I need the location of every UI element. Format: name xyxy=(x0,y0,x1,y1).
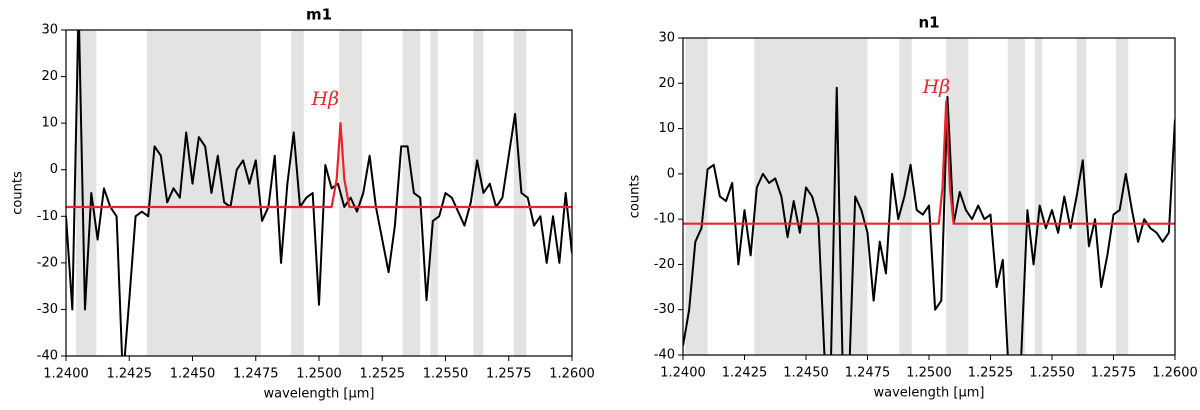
series-line xyxy=(683,100,1175,225)
x-tick-label: 1.2525 xyxy=(968,366,1014,381)
shaded-region xyxy=(76,30,97,356)
x-tick-label: 1.2400 xyxy=(43,367,89,382)
plot-area xyxy=(66,30,572,356)
y-tick-label: 10 xyxy=(658,121,675,136)
y-tick-label: 20 xyxy=(658,76,675,91)
axes-frame xyxy=(65,29,573,357)
y-tick-label: -20 xyxy=(37,255,58,270)
x-tick-label: 1.2475 xyxy=(233,367,279,382)
x-axis-label: wavelength [µm] xyxy=(874,386,985,401)
y-tick-label: 0 xyxy=(50,162,58,177)
chart-title: m1 xyxy=(306,6,332,24)
panel: Hβ 1.2400 1.2425 1.2450 1.2475 1.2500 1.2525 1.… xyxy=(11,6,595,402)
annotation: Hβ xyxy=(922,76,951,98)
x-tick-label: 1.2550 xyxy=(423,367,469,382)
shaded-region xyxy=(1076,38,1087,355)
x-tick-label: 1.2600 xyxy=(1152,366,1198,381)
y-tick-label: -10 xyxy=(654,212,675,227)
y-tick-label: 0 xyxy=(667,166,675,181)
y-tick-label: -40 xyxy=(654,348,675,363)
y-tick-label: -30 xyxy=(37,302,58,317)
panel: Hβ 1.2400 1.2425 1.2450 1.2475 1.2500 1.2525 1.… xyxy=(628,14,1198,401)
x-tick-label: 1.2450 xyxy=(170,367,216,382)
y-tick-label: -40 xyxy=(37,349,58,364)
plot-area xyxy=(683,38,1175,355)
x-tick-label: 1.2500 xyxy=(906,366,952,381)
x-tick-label: 1.2575 xyxy=(1091,366,1137,381)
shaded-region xyxy=(402,30,421,356)
shaded-region xyxy=(1007,38,1025,355)
y-tick-label: 30 xyxy=(41,23,58,38)
y-axis-label: counts xyxy=(628,175,643,219)
shaded-region xyxy=(1034,38,1043,355)
series-line xyxy=(683,86,1175,355)
x-tick-label: 1.2475 xyxy=(845,366,891,381)
shaded-region xyxy=(513,30,527,356)
shaded-region xyxy=(146,30,261,356)
x-tick-label: 1.2425 xyxy=(722,366,768,381)
shaded-region xyxy=(473,30,484,356)
y-tick-label: -30 xyxy=(654,302,675,317)
shaded-region xyxy=(685,38,708,355)
x-tick-label: 1.2425 xyxy=(107,367,153,382)
shaded-region xyxy=(430,30,438,356)
x-axis-label: wavelength [µm] xyxy=(264,387,375,402)
y-tick-label: 20 xyxy=(41,69,58,84)
shaded-region xyxy=(754,38,868,355)
x-tick-label: 1.2500 xyxy=(296,367,342,382)
y-tick-label: 10 xyxy=(41,116,58,131)
x-tick-label: 1.2525 xyxy=(360,367,406,382)
shaded-region xyxy=(946,38,969,355)
x-tick-label: 1.2600 xyxy=(549,367,595,382)
x-tick-label: 1.2575 xyxy=(486,367,532,382)
y-tick-label: -10 xyxy=(37,209,58,224)
shaded-region xyxy=(339,30,363,356)
x-tick-label: 1.2450 xyxy=(783,366,829,381)
x-tick-label: 1.2400 xyxy=(660,366,706,381)
y-tick-label: -20 xyxy=(654,257,675,272)
series-line xyxy=(66,122,572,209)
y-tick-label: 30 xyxy=(658,31,675,46)
x-tick-label: 1.2550 xyxy=(1029,366,1075,381)
series-line xyxy=(66,30,572,356)
shaded-region xyxy=(291,30,304,356)
y-axis-label: counts xyxy=(11,171,26,215)
chart-title: n1 xyxy=(918,14,939,32)
shaded-region xyxy=(899,38,912,355)
annotation: Hβ xyxy=(311,88,340,110)
